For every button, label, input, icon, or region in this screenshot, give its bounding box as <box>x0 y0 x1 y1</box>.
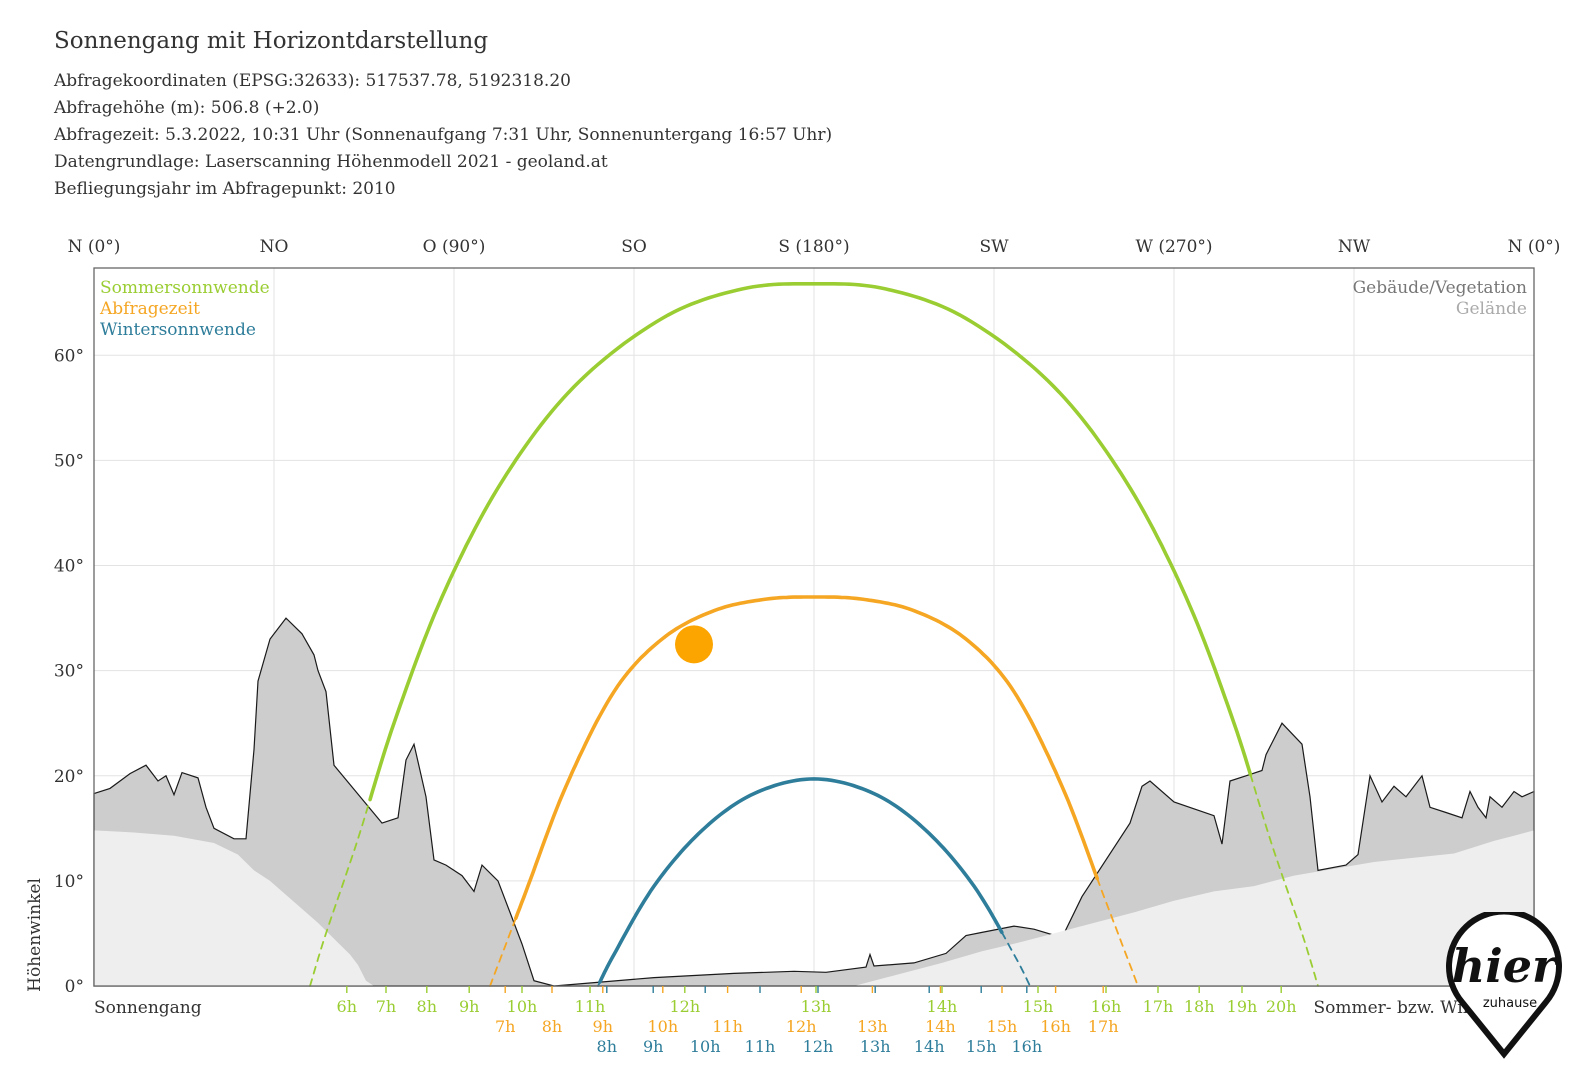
buildings-vegetation-area <box>93 617 1535 987</box>
x-tick-label: O (90°) <box>423 237 486 257</box>
sun-marker <box>675 625 713 664</box>
hour-label: 16h <box>1011 1037 1042 1056</box>
series-line-2-visible <box>598 777 1004 984</box>
hour-label: 16h <box>1040 1017 1071 1036</box>
hour-label: 12h <box>803 1037 834 1056</box>
series-line-0-hidden <box>1249 773 1319 987</box>
hour-label: 14h <box>914 1037 945 1056</box>
hour-label: 15h <box>966 1037 997 1056</box>
hour-label: 11h <box>575 997 606 1016</box>
info-height: Abfragehöhe (m): 506.8 (+2.0) <box>54 98 320 118</box>
series-line-1-visible <box>514 595 1099 921</box>
bottom-left-label: Sonnengang <box>94 998 202 1018</box>
series-line-0-visible <box>368 282 1253 802</box>
terrain-area <box>94 830 1534 986</box>
series-line-1-hidden <box>489 917 517 987</box>
info-time: Abfragezeit: 5.3.2022, 10:31 Uhr (Sonnen… <box>54 125 833 145</box>
header: Sonnengang mit Horizontdarstellung Abfra… <box>54 28 832 203</box>
hour-label: 17h <box>1143 997 1174 1016</box>
hour-label: 14h <box>927 997 958 1016</box>
hour-label: 14h <box>925 1017 956 1036</box>
hour-label: 15h <box>1023 997 1054 1016</box>
y-axis-label: Höhenwinkel <box>25 878 45 992</box>
hour-label: 12h <box>786 1017 817 1036</box>
legend-summer: Sommersonnwende <box>100 278 270 298</box>
x-tick-label: SO <box>621 237 647 257</box>
x-tick-label: N (0°) <box>1508 237 1561 257</box>
x-axis-ticks: N (0°) NO O (90°) SO S (180°) SW W (270°) NW N (… <box>68 237 1561 257</box>
hour-label: 7h <box>495 1017 515 1036</box>
x-tick-label: W (270°) <box>1135 237 1212 257</box>
info-data-source: Datengrundlage: Laserscanning Höhenmodel… <box>54 152 608 172</box>
page-title: Sonnengang mit Horizontdarstellung <box>54 28 489 54</box>
y-tick-label: 50° <box>54 451 84 471</box>
hour-label: 13h <box>801 997 832 1016</box>
hour-label: 10h <box>690 1037 721 1056</box>
y-tick-label: 40° <box>54 557 84 577</box>
hour-label: 13h <box>857 1017 888 1036</box>
svg-text:hier: hier <box>1452 939 1560 993</box>
series-layer <box>309 282 1319 987</box>
x-tick-label: N (0°) <box>68 237 121 257</box>
series-line-2-hidden <box>1000 931 1031 987</box>
hour-label: 10h <box>647 1017 678 1036</box>
svg-text:zuhause: zuhause <box>1483 996 1537 1011</box>
hour-label: 8h <box>597 1037 617 1056</box>
y-tick-label: 10° <box>54 872 84 892</box>
legend-terrain: Gelände <box>1456 299 1527 319</box>
hier-zuhause-logo: hier zuhause <box>1446 912 1562 1059</box>
hour-label: 9h <box>643 1037 663 1056</box>
x-tick-label: NW <box>1338 237 1371 257</box>
legend-winter: Wintersonnwende <box>100 320 256 340</box>
y-tick-label: 60° <box>54 346 84 366</box>
series-line-0-hidden <box>309 798 371 987</box>
hour-label: 15h <box>987 1017 1018 1036</box>
hour-label: 12h <box>669 997 700 1016</box>
hour-labels: 6h 7h 8h 9h 10h 11h 12h 13h 14h 15h 16h 17h 18h 19h 20… <box>337 986 1297 1056</box>
x-tick-label: S (180°) <box>778 237 849 257</box>
y-tick-label: 0° <box>65 977 84 997</box>
plot-frame <box>93 267 1535 987</box>
hour-label: 8h <box>542 1017 562 1036</box>
hour-label: 7h <box>376 997 396 1016</box>
hour-label: 6h <box>337 997 357 1016</box>
hour-label: 11h <box>745 1037 776 1056</box>
hour-label: 9h <box>593 1017 613 1036</box>
x-tick-label: SW <box>979 237 1009 257</box>
legend-buildings: Gebäude/Vegetation <box>1353 278 1527 298</box>
info-flight-year: Befliegungsjahr im Abfragepunkt: 2010 <box>54 179 396 199</box>
hour-label: 20h <box>1266 997 1297 1016</box>
series-line-1-hidden <box>1096 877 1139 987</box>
hour-label: 11h <box>712 1017 743 1036</box>
hour-label: 9h <box>459 997 479 1016</box>
y-tick-label: 20° <box>54 767 84 787</box>
hour-label: 16h <box>1091 997 1122 1016</box>
hour-label: 13h <box>860 1037 891 1056</box>
hour-label: 10h <box>507 997 538 1016</box>
hour-label: 18h <box>1184 997 1215 1016</box>
hour-label: 17h <box>1088 1017 1119 1036</box>
hour-label: 19h <box>1227 997 1258 1016</box>
y-tick-label: 30° <box>54 662 84 682</box>
hour-label: 8h <box>417 997 437 1016</box>
y-axis-ticks: 0° 10° 20° 30° 40° 50° 60° <box>54 346 84 997</box>
info-coordinates: Abfragekoordinaten (EPSG:32633): 517537.… <box>54 71 571 91</box>
legend-query-time: Abfragezeit <box>99 299 200 319</box>
x-tick-label: NO <box>260 237 289 257</box>
